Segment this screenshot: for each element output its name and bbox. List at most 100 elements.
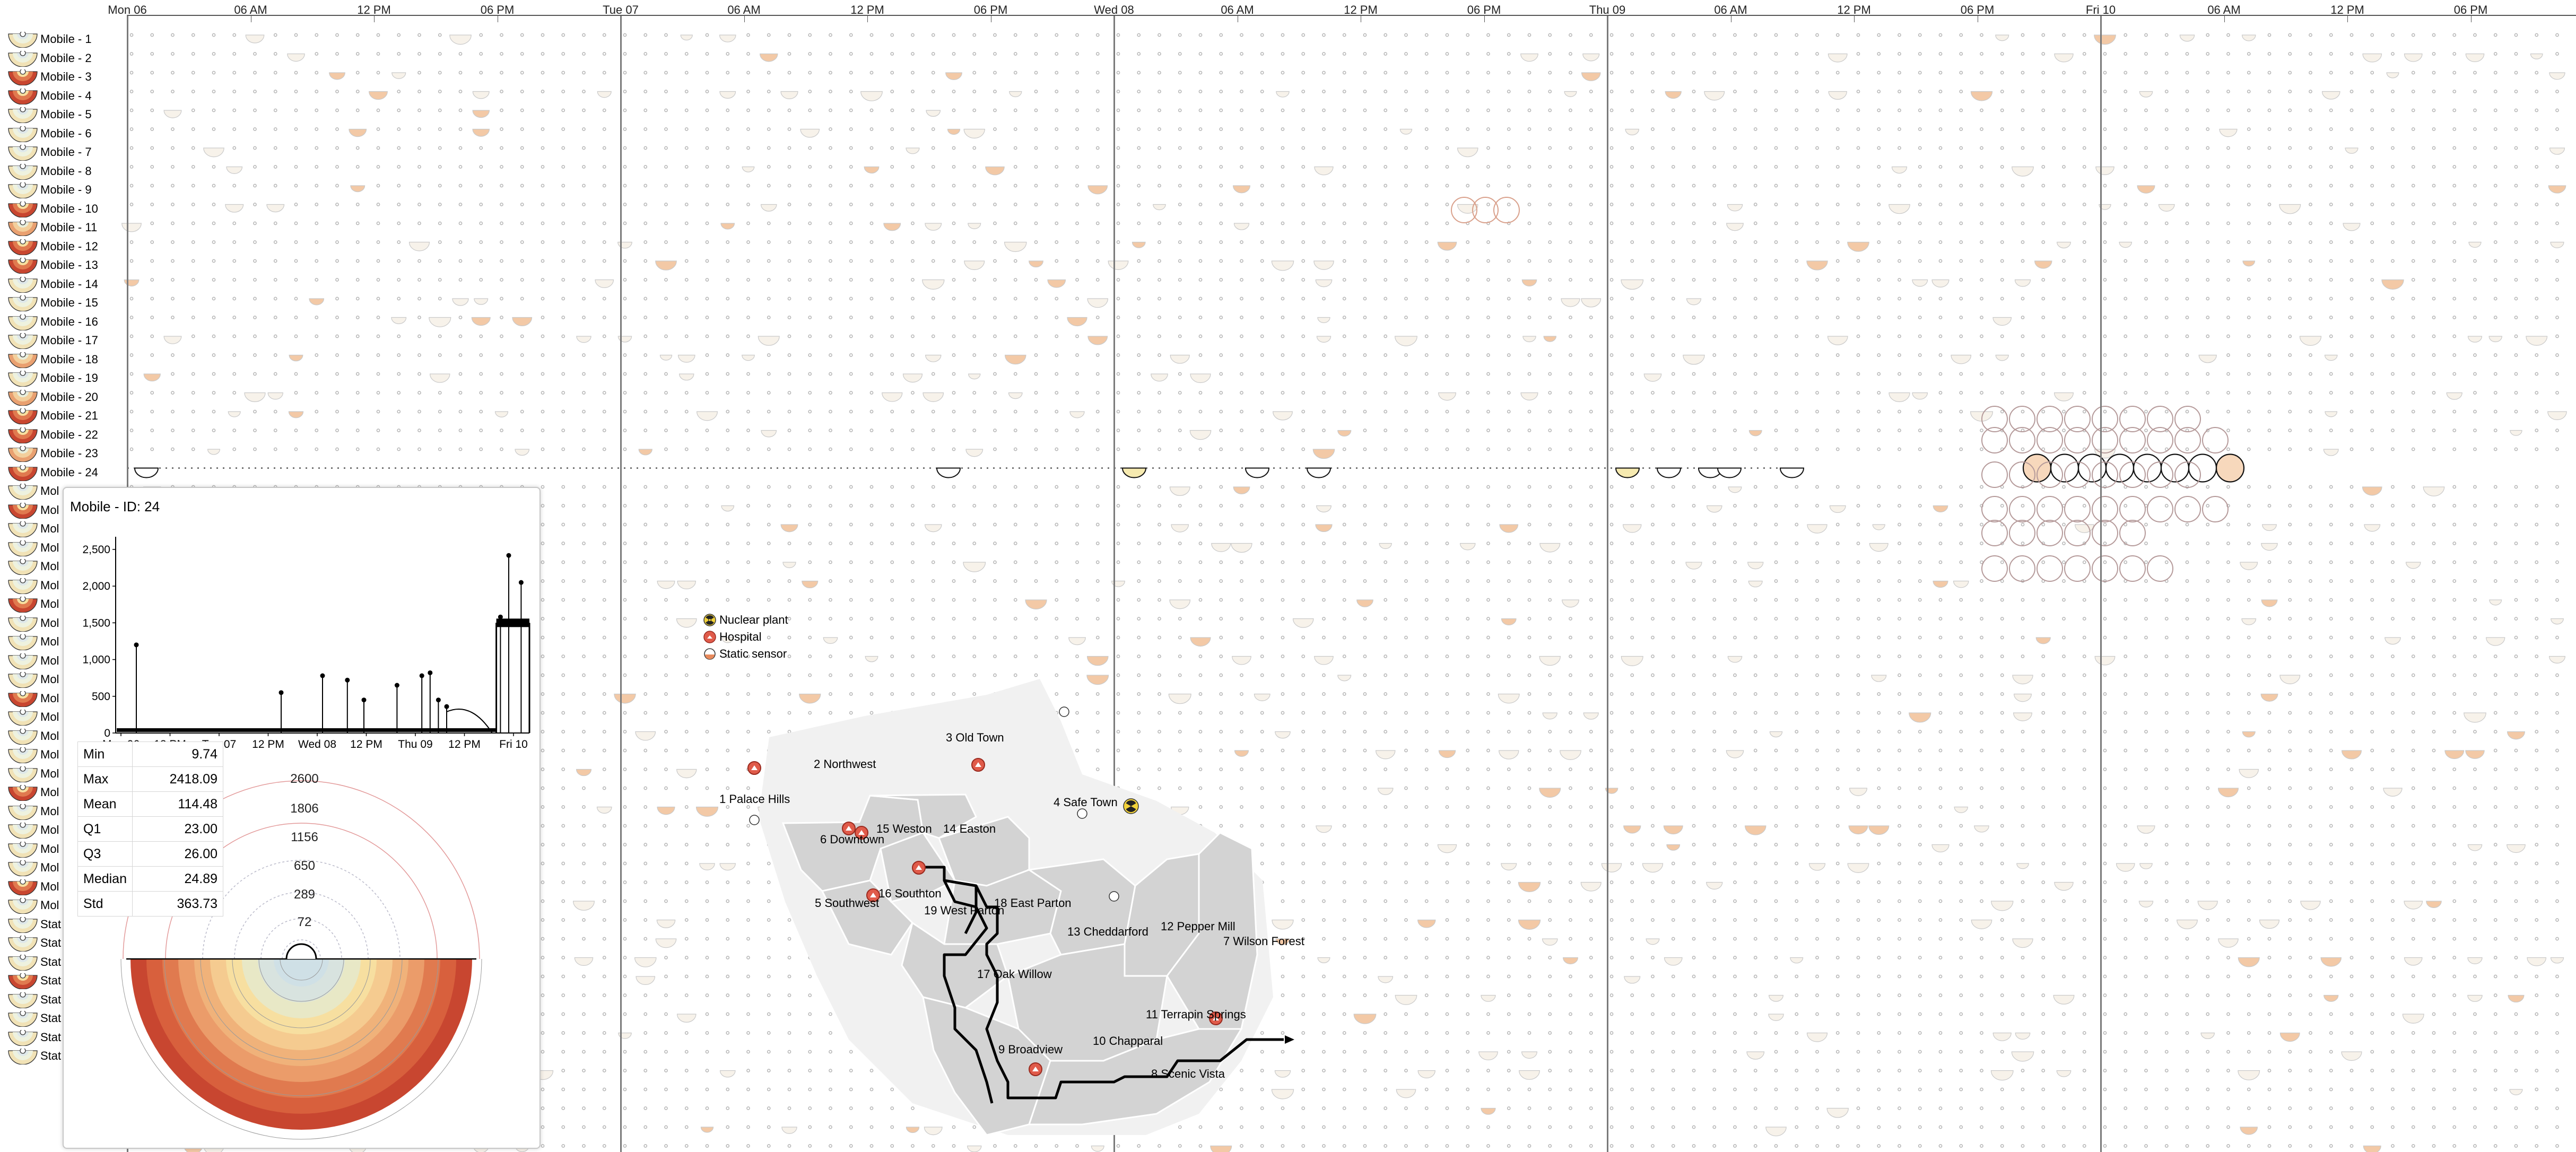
stats-value: 24.89 bbox=[132, 866, 223, 892]
row-label[interactable]: Mobile - 13 bbox=[40, 258, 98, 272]
stats-label: Median bbox=[77, 866, 133, 892]
row-glyph-icon bbox=[8, 710, 38, 726]
row-label-partial[interactable]: Mol bbox=[40, 729, 59, 743]
popup-title: Mobile - ID: 24 bbox=[70, 499, 160, 514]
row-glyph-icon bbox=[8, 785, 38, 801]
row-label-partial[interactable]: Mol bbox=[40, 635, 59, 648]
row-label-partial[interactable]: Mol bbox=[40, 842, 59, 856]
chart-y-tick-label: 1,500 bbox=[82, 617, 110, 629]
static-sensor-icon bbox=[704, 648, 716, 660]
row-label[interactable]: Mobile - 8 bbox=[40, 164, 92, 178]
row-label-partial[interactable]: Mol bbox=[40, 522, 59, 535]
stats-table: Min 9.74 Max 2418.09 Mean 114.48 Q1 23.00 Q3 26.0… bbox=[77, 741, 223, 917]
row-label[interactable]: Mobile - 12 bbox=[40, 239, 98, 253]
row-glyph-icon bbox=[8, 163, 38, 180]
row-glyph-icon bbox=[8, 484, 38, 500]
row-label-partial[interactable]: Mol bbox=[40, 616, 59, 630]
row-label[interactable]: Mobile - 15 bbox=[40, 296, 98, 309]
row-label[interactable]: Mobile - 4 bbox=[40, 89, 92, 102]
time-axis-label: Wed 08 bbox=[1094, 3, 1134, 16]
row-label-partial[interactable]: Stat bbox=[40, 917, 62, 931]
row-glyph-icon bbox=[8, 653, 38, 669]
time-axis-label: 06 AM bbox=[1714, 3, 1747, 16]
row-label[interactable]: Mobile - 7 bbox=[40, 145, 92, 159]
row-glyph-icon bbox=[8, 107, 38, 123]
row-label[interactable]: Mobile - 24 bbox=[40, 465, 98, 479]
neighborhood-label: 1 Palace Hills bbox=[719, 792, 790, 806]
row-label[interactable]: Mobile - 16 bbox=[40, 315, 98, 328]
row-label-partial[interactable]: Mol bbox=[40, 786, 59, 799]
chart-spike-point bbox=[444, 704, 449, 709]
row-label-partial[interactable]: Stat bbox=[40, 974, 62, 987]
chart-spike-point bbox=[361, 697, 367, 703]
row-label[interactable]: Mobile - 10 bbox=[40, 202, 98, 215]
row-label-partial[interactable]: Mol bbox=[40, 879, 59, 893]
row-label-partial[interactable]: Stat bbox=[40, 1011, 62, 1025]
row-label[interactable]: Mobile - 2 bbox=[40, 51, 92, 65]
row-label-partial[interactable]: Mol bbox=[40, 898, 59, 912]
row-label-partial[interactable]: Mol bbox=[40, 823, 59, 836]
selected-row-track bbox=[127, 453, 2245, 483]
row-glyph-icon bbox=[8, 615, 38, 632]
row-label[interactable]: Mobile - 17 bbox=[40, 334, 98, 347]
row-glyph-icon bbox=[8, 578, 38, 594]
neighborhood-label: 15 Weston bbox=[876, 822, 932, 835]
row-label-partial[interactable]: Mol bbox=[40, 503, 59, 517]
chart-spike-point bbox=[518, 580, 524, 585]
row-label-partial[interactable]: Stat bbox=[40, 1030, 62, 1044]
row-glyph-icon bbox=[8, 182, 38, 198]
chart-plateau-series bbox=[496, 618, 529, 627]
row-label[interactable]: Mobile - 21 bbox=[40, 409, 98, 422]
row-label-partial[interactable]: Stat bbox=[40, 992, 62, 1006]
row-label[interactable]: Mobile - 19 bbox=[40, 371, 98, 385]
neighborhood-label: 14 Easton bbox=[943, 822, 996, 835]
row-label-partial[interactable]: Mol bbox=[40, 673, 59, 686]
row-label-partial[interactable]: Mol bbox=[40, 766, 59, 780]
row-label[interactable]: Mobile - 1 bbox=[40, 32, 92, 46]
row-label[interactable]: Mobile - 18 bbox=[40, 352, 98, 366]
row-label[interactable]: Mobile - 22 bbox=[40, 427, 98, 441]
row-label-partial[interactable]: Mol bbox=[40, 560, 59, 573]
day-divider bbox=[1607, 15, 1608, 1152]
row-label-partial[interactable]: Mol bbox=[40, 710, 59, 723]
chart-spike-point bbox=[279, 690, 284, 695]
city-map[interactable] bbox=[690, 658, 1358, 1146]
sensor-detail-popup[interactable]: Mobile - ID: 24 0 500 1,000 1,500 2,000 2,500… bbox=[63, 487, 541, 1149]
row-label[interactable]: Mobile - 23 bbox=[40, 447, 98, 460]
row-label-partial[interactable]: Mol bbox=[40, 597, 59, 610]
row-label-partial[interactable]: Mol bbox=[40, 540, 59, 554]
row-label-partial[interactable]: Stat bbox=[40, 955, 62, 968]
row-label[interactable]: Mobile - 5 bbox=[40, 108, 92, 121]
legend-static-sensor-label: Static sensor bbox=[719, 647, 787, 660]
row-label-partial[interactable]: Stat bbox=[40, 936, 62, 949]
time-axis-label: 06 AM bbox=[1221, 3, 1254, 16]
row-label-partial[interactable]: Mol bbox=[40, 691, 59, 705]
row-label[interactable]: Mobile - 3 bbox=[40, 70, 92, 83]
row-label-partial[interactable]: Mol bbox=[40, 748, 59, 761]
stats-value: 114.48 bbox=[132, 791, 223, 817]
row-label[interactable]: Mobile - 9 bbox=[40, 183, 92, 196]
row-label-partial[interactable]: Mol bbox=[40, 578, 59, 592]
row-glyph-icon bbox=[8, 804, 38, 820]
row-label[interactable]: Mobile - 20 bbox=[40, 390, 98, 404]
hour-tick bbox=[1854, 15, 1855, 22]
row-label-partial[interactable]: Stat bbox=[40, 1049, 62, 1062]
row-glyph-icon bbox=[8, 823, 38, 839]
day-divider bbox=[2100, 15, 2102, 1152]
time-axis-label: 12 PM bbox=[1837, 3, 1871, 16]
row-label-partial[interactable]: Mol bbox=[40, 484, 59, 498]
neighborhood-label: 9 Broadview bbox=[998, 1043, 1063, 1056]
radial-ring-label: 1156 bbox=[291, 830, 318, 844]
neighborhood-label: 17 Oak Willow bbox=[977, 967, 1052, 981]
row-label[interactable]: Mobile - 6 bbox=[40, 126, 92, 140]
row-glyph-icon bbox=[8, 333, 38, 349]
stats-row: Mean 114.48 bbox=[77, 791, 223, 817]
hour-tick bbox=[374, 15, 375, 22]
time-axis-label: 12 PM bbox=[850, 3, 884, 16]
row-label-partial[interactable]: Mol bbox=[40, 804, 59, 818]
row-label-partial[interactable]: Mol bbox=[40, 653, 59, 667]
row-glyph-icon bbox=[8, 559, 38, 575]
row-label[interactable]: Mobile - 11 bbox=[40, 221, 98, 234]
row-label[interactable]: Mobile - 14 bbox=[40, 277, 98, 291]
row-label-partial[interactable]: Mol bbox=[40, 861, 59, 874]
